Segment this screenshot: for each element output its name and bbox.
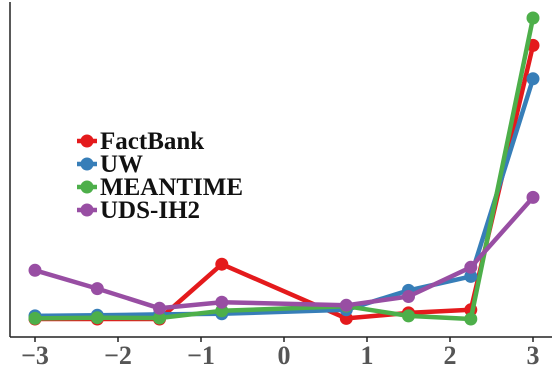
x-tick-label: 2 <box>444 341 457 370</box>
data-point <box>90 282 104 296</box>
legend-label: MEANTIME <box>100 174 243 201</box>
data-point <box>28 311 42 325</box>
data-point <box>28 263 42 277</box>
legend-item: FactBank <box>77 128 204 155</box>
x-tick-label: 3 <box>527 341 540 370</box>
data-point <box>464 312 478 326</box>
data-point <box>402 309 415 323</box>
x-tick-label: −1 <box>187 341 215 370</box>
series-line <box>32 195 536 311</box>
x-axis-ticks: −3 −2 −1 0 1 2 3 <box>21 337 540 370</box>
legend-label: FactBank <box>100 128 204 155</box>
legend-marker <box>80 203 94 217</box>
legend-item: UDS-IH2 <box>77 197 200 224</box>
series-line <box>32 76 536 319</box>
legend-item: UW <box>77 151 143 178</box>
data-point <box>153 311 166 325</box>
legend-label: UW <box>100 151 143 178</box>
data-point <box>464 260 478 274</box>
legend-marker <box>80 180 94 194</box>
data-point <box>402 290 415 303</box>
series-line <box>32 15 536 322</box>
data-point <box>339 298 353 312</box>
series-uds-ih2 <box>28 190 540 315</box>
legend-label: UDS-IH2 <box>100 197 200 224</box>
data-point <box>526 190 540 204</box>
data-point <box>215 295 229 309</box>
data-point <box>464 269 478 283</box>
x-tick-label: 1 <box>361 341 374 370</box>
series-layer <box>28 11 540 326</box>
data-point <box>215 257 229 271</box>
legend-marker <box>80 157 94 171</box>
x-tick-label: 0 <box>278 341 291 370</box>
x-tick-label: −3 <box>21 341 49 370</box>
data-point <box>526 72 540 86</box>
data-point <box>526 11 540 25</box>
data-point <box>153 301 166 315</box>
data-point <box>90 311 104 325</box>
legend-marker <box>80 134 94 148</box>
legend-item: MEANTIME <box>77 174 243 201</box>
x-tick-label: −2 <box>104 341 132 370</box>
